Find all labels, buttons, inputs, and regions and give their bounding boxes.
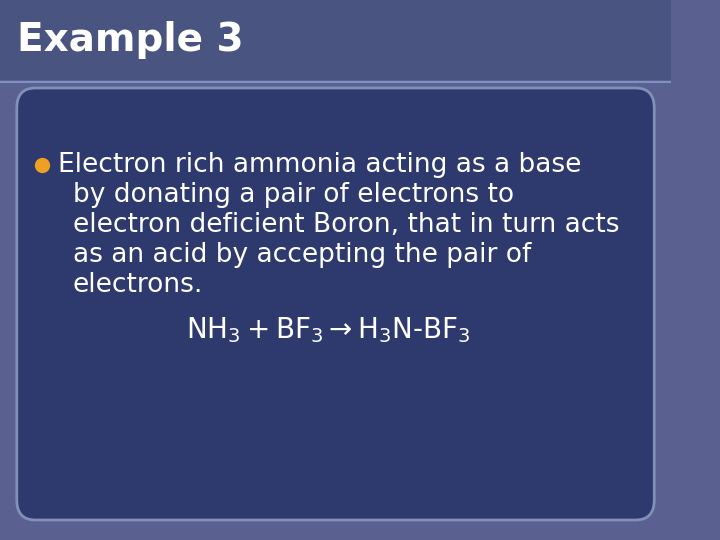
- Text: electrons.: electrons.: [73, 272, 203, 298]
- Text: by donating a pair of electrons to: by donating a pair of electrons to: [73, 182, 514, 208]
- Text: Electron rich ammonia acting as a base: Electron rich ammonia acting as a base: [58, 152, 581, 178]
- FancyBboxPatch shape: [0, 0, 671, 80]
- Text: Example 3: Example 3: [17, 21, 243, 59]
- Text: $\mathrm{NH_3 + BF_3 \rightarrow H_3N\text{-}BF_3}$: $\mathrm{NH_3 + BF_3 \rightarrow H_3N\te…: [186, 315, 471, 345]
- FancyBboxPatch shape: [17, 88, 654, 520]
- Text: as an acid by accepting the pair of: as an acid by accepting the pair of: [73, 242, 531, 268]
- Text: electron deficient Boron, that in turn acts: electron deficient Boron, that in turn a…: [73, 212, 619, 238]
